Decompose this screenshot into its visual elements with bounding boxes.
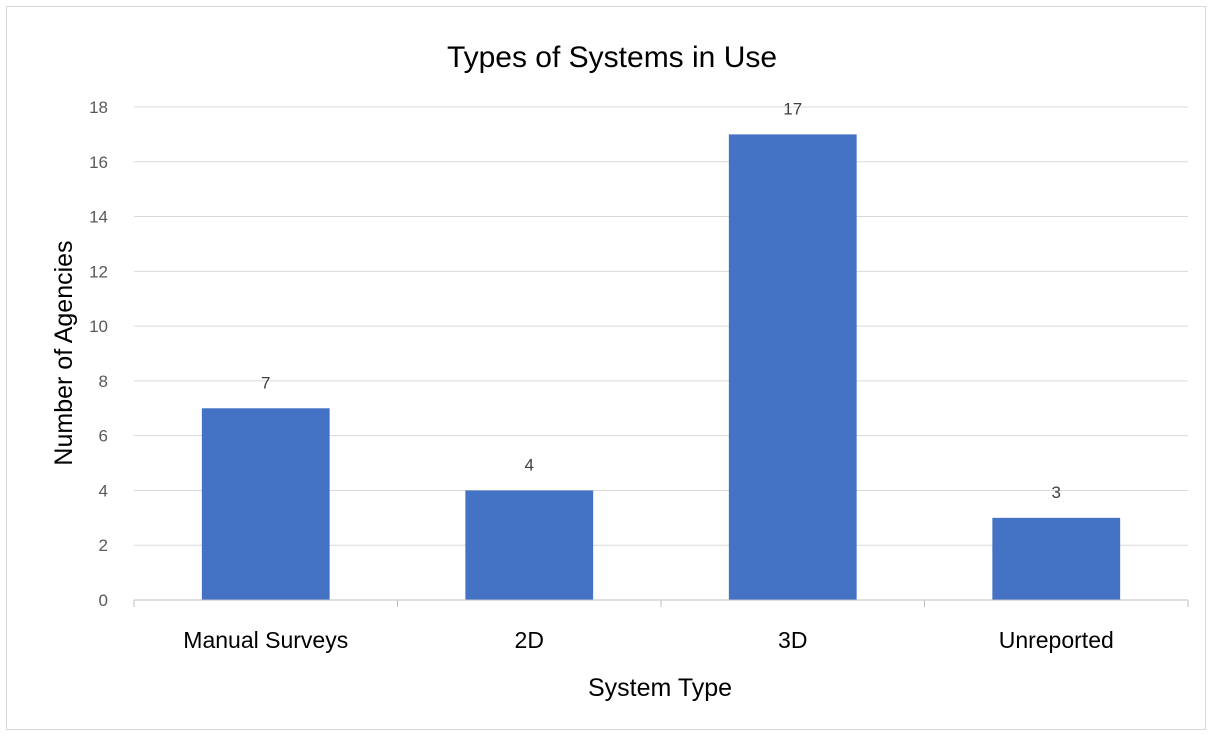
data-label: 17 — [783, 99, 802, 118]
bar — [728, 134, 857, 600]
bar — [992, 517, 1121, 600]
y-tick-label: 6 — [99, 427, 108, 446]
data-labels: 7 4 17 3 — [261, 99, 1061, 501]
y-tick-label: 12 — [89, 262, 108, 281]
x-axis-title: System Type — [588, 674, 732, 702]
x-axis-categories: Manual Surveys 2D 3D Unreported — [183, 627, 1114, 653]
x-category-label: Unreported — [999, 627, 1114, 653]
chart-frame — [6, 6, 1206, 730]
chart-title: Types of Systems in Use — [447, 41, 777, 74]
x-category-label: Manual Surveys — [183, 627, 348, 653]
y-tick-label: 16 — [89, 153, 108, 172]
y-axis-title: Number of Agencies — [50, 240, 78, 465]
y-tick-label: 2 — [99, 536, 108, 555]
y-tick-label: 18 — [89, 98, 108, 117]
y-tick-label: 8 — [99, 372, 108, 391]
y-tick-label: 0 — [99, 591, 108, 610]
y-axis-ticks: 0 2 4 6 8 10 12 14 16 18 — [89, 98, 108, 610]
x-category-label: 2D — [515, 627, 544, 653]
bar — [201, 408, 330, 600]
data-label: 7 — [261, 373, 270, 392]
data-label: 4 — [525, 455, 534, 474]
x-category-label: 3D — [778, 627, 807, 653]
y-tick-label: 10 — [89, 317, 108, 336]
y-tick-label: 14 — [89, 208, 108, 227]
data-label: 3 — [1052, 483, 1061, 502]
bars — [201, 134, 1121, 600]
bar — [465, 490, 594, 600]
y-tick-label: 4 — [99, 481, 108, 500]
x-axis — [133, 599, 1189, 607]
